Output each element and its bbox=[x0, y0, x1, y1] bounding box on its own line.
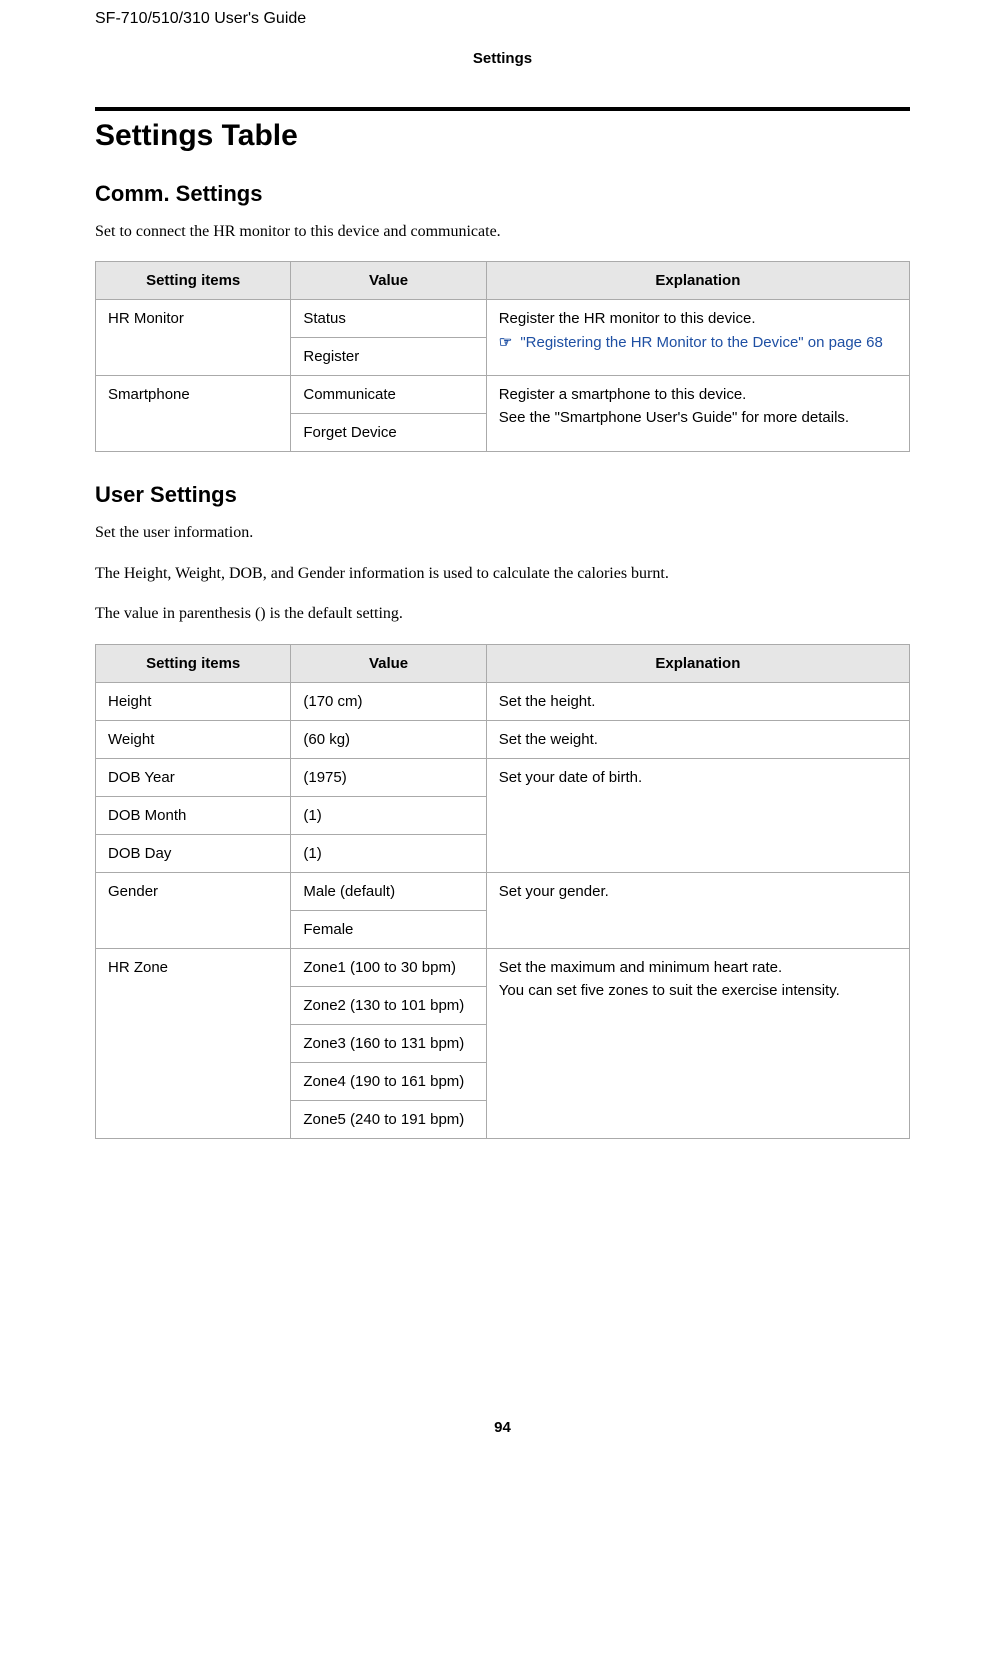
cell-value: Zone3 (160 to 131 bpm) bbox=[291, 1024, 486, 1062]
table-row: Smartphone Communicate Register a smartp… bbox=[96, 376, 910, 414]
user-table: Setting items Value Explanation Height (… bbox=[95, 644, 910, 1139]
col-header-expl: Explanation bbox=[486, 262, 909, 300]
col-header-value: Value bbox=[291, 644, 486, 682]
table-row: HR Monitor Status Register the HR monito… bbox=[96, 300, 910, 338]
doc-header: SF-710/510/310 User's Guide bbox=[95, 10, 910, 28]
cell-item: HR Monitor bbox=[96, 300, 291, 376]
cell-value: (1) bbox=[291, 834, 486, 872]
cell-value: Status bbox=[291, 300, 486, 338]
comm-table: Setting items Value Explanation HR Monit… bbox=[95, 261, 910, 452]
cell-value: Communicate bbox=[291, 376, 486, 414]
cell-expl: Set the maximum and minimum heart rate. … bbox=[486, 948, 909, 1138]
cell-expl: Set the weight. bbox=[486, 720, 909, 758]
xref-link[interactable]: "Registering the HR Monitor to the Devic… bbox=[520, 334, 883, 351]
cell-value: (60 kg) bbox=[291, 720, 486, 758]
table-row: HR Zone Zone1 (100 to 30 bpm) Set the ma… bbox=[96, 948, 910, 986]
expl-text: Register a smartphone to this device. bbox=[499, 386, 897, 403]
expl-text: Set the maximum and minimum heart rate. bbox=[499, 959, 897, 976]
table-row: Gender Male (default) Set your gender. bbox=[96, 872, 910, 910]
section-rule bbox=[95, 107, 910, 111]
section-title: Settings Table bbox=[95, 119, 910, 153]
col-header-expl: Explanation bbox=[486, 644, 909, 682]
user-intro1: Set the user information. bbox=[95, 522, 910, 544]
cell-item: Gender bbox=[96, 872, 291, 948]
page-number: 94 bbox=[95, 1419, 910, 1436]
expl-text: You can set five zones to suit the exerc… bbox=[499, 982, 897, 999]
cell-item: Weight bbox=[96, 720, 291, 758]
cell-value: Zone1 (100 to 30 bpm) bbox=[291, 948, 486, 986]
xref-icon: ☞ bbox=[499, 333, 512, 351]
cell-value: Zone5 (240 to 191 bpm) bbox=[291, 1100, 486, 1138]
cell-value: Male (default) bbox=[291, 872, 486, 910]
user-intro3: The value in parenthesis () is the defau… bbox=[95, 603, 910, 625]
cell-value: (1) bbox=[291, 796, 486, 834]
cell-value: Forget Device bbox=[291, 414, 486, 452]
cell-item: DOB Month bbox=[96, 796, 291, 834]
comm-intro: Set to connect the HR monitor to this de… bbox=[95, 221, 910, 243]
cell-item: HR Zone bbox=[96, 948, 291, 1138]
cell-value: Register bbox=[291, 338, 486, 376]
expl-text: See the "Smartphone User's Guide" for mo… bbox=[499, 409, 897, 426]
user-intro2: The Height, Weight, DOB, and Gender info… bbox=[95, 563, 910, 585]
cell-item: Smartphone bbox=[96, 376, 291, 452]
cell-value: Zone4 (190 to 161 bpm) bbox=[291, 1062, 486, 1100]
cell-value: (170 cm) bbox=[291, 682, 486, 720]
cell-item: DOB Day bbox=[96, 834, 291, 872]
cell-value: Zone2 (130 to 101 bpm) bbox=[291, 986, 486, 1024]
cell-value: (1975) bbox=[291, 758, 486, 796]
col-header-value: Value bbox=[291, 262, 486, 300]
user-heading: User Settings bbox=[95, 482, 910, 508]
table-row: Height (170 cm) Set the height. bbox=[96, 682, 910, 720]
cell-expl: Register a smartphone to this device. Se… bbox=[486, 376, 909, 452]
table-header-row: Setting items Value Explanation bbox=[96, 262, 910, 300]
table-row: DOB Year (1975) Set your date of birth. bbox=[96, 758, 910, 796]
cell-item: Height bbox=[96, 682, 291, 720]
table-row: Weight (60 kg) Set the weight. bbox=[96, 720, 910, 758]
chapter-title: Settings bbox=[95, 50, 910, 67]
col-header-item: Setting items bbox=[96, 262, 291, 300]
cell-expl: Set the height. bbox=[486, 682, 909, 720]
cell-item: DOB Year bbox=[96, 758, 291, 796]
cell-expl: Register the HR monitor to this device. … bbox=[486, 300, 909, 376]
cell-expl: Set your gender. bbox=[486, 872, 909, 948]
col-header-item: Setting items bbox=[96, 644, 291, 682]
cell-expl: Set your date of birth. bbox=[486, 758, 909, 872]
expl-text: Register the HR monitor to this device. bbox=[499, 310, 897, 327]
comm-heading: Comm. Settings bbox=[95, 181, 910, 207]
cell-value: Female bbox=[291, 910, 486, 948]
table-header-row: Setting items Value Explanation bbox=[96, 644, 910, 682]
